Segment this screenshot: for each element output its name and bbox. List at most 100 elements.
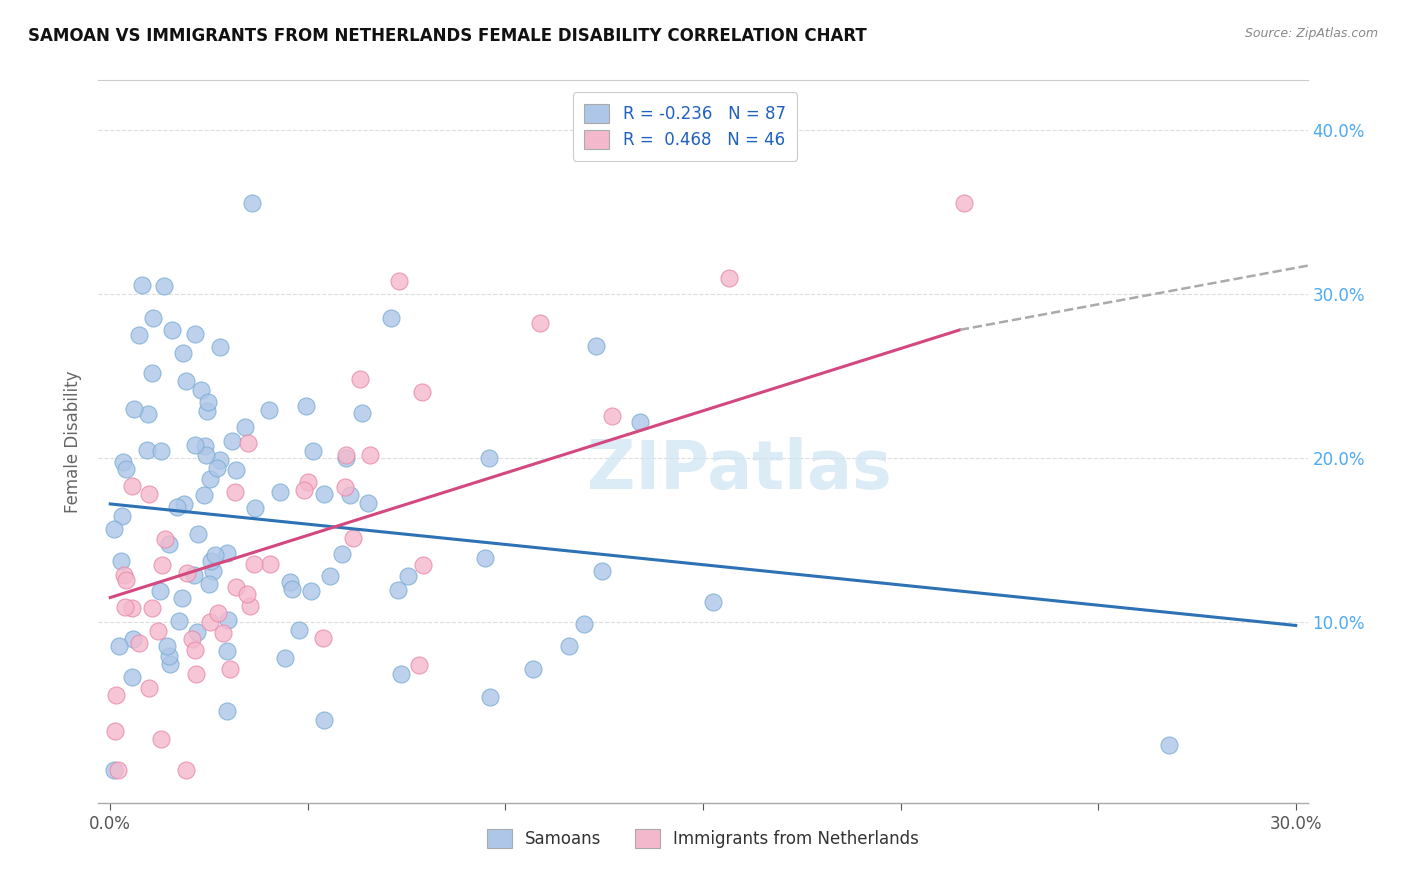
Point (212, 625, 235, 640)
Point (166, 500, 188, 515)
Point (108, 640, 131, 654)
Point (150, 731, 173, 746)
Point (205, 461, 228, 475)
Point (103, 522, 125, 536)
Point (299, 584, 322, 599)
Point (114, 462, 136, 476)
Point (103, 763, 125, 777)
Point (236, 587, 259, 601)
Point (208, 452, 231, 467)
Point (121, 670, 143, 684)
Point (104, 688, 127, 702)
Point (217, 704, 239, 718)
Point (281, 582, 304, 597)
Point (183, 567, 205, 582)
Point (156, 639, 179, 653)
Point (217, 613, 239, 627)
Point (159, 657, 181, 672)
Point (356, 496, 378, 510)
Point (297, 475, 319, 490)
Point (529, 316, 551, 330)
Point (174, 374, 197, 388)
Point (149, 584, 172, 599)
Point (388, 274, 411, 288)
Point (522, 662, 544, 676)
Point (342, 531, 364, 545)
Point (412, 558, 434, 573)
Point (312, 632, 335, 646)
Point (478, 450, 501, 465)
Point (184, 438, 207, 452)
Point (155, 533, 177, 547)
Point (243, 558, 266, 572)
Point (138, 486, 160, 500)
Point (585, 339, 607, 353)
Point (239, 599, 262, 613)
Point (225, 463, 247, 477)
Point (269, 485, 291, 500)
Point (201, 564, 224, 578)
Point (157, 537, 180, 551)
Point (274, 651, 297, 665)
Point (359, 448, 381, 462)
Point (184, 642, 207, 657)
Point (157, 648, 180, 663)
Point (225, 580, 247, 594)
Point (233, 420, 256, 434)
Point (209, 340, 232, 354)
Point (236, 436, 259, 450)
Point (387, 582, 409, 597)
Point (104, 724, 127, 739)
Point (312, 487, 335, 501)
Point (204, 548, 226, 562)
Point (558, 639, 581, 653)
Point (190, 384, 212, 398)
Point (184, 326, 207, 341)
Point (172, 591, 194, 605)
Point (259, 403, 281, 417)
Point (111, 509, 134, 524)
Point (150, 558, 173, 572)
Point (198, 615, 221, 630)
Point (287, 623, 309, 637)
Point (389, 667, 412, 681)
Point (174, 763, 197, 777)
Point (167, 614, 190, 628)
Point (138, 681, 160, 696)
Point (330, 547, 353, 561)
Point (718, 270, 741, 285)
Point (128, 636, 150, 650)
Point (219, 662, 242, 676)
Point (408, 658, 430, 673)
Point (335, 450, 357, 465)
Point (111, 455, 134, 469)
Point (153, 279, 176, 293)
Point (121, 601, 143, 615)
Point (339, 488, 361, 502)
Y-axis label: Female Disability: Female Disability (65, 370, 83, 513)
Point (180, 632, 202, 647)
Point (197, 404, 219, 418)
Point (197, 394, 219, 409)
Text: ZIPatlas: ZIPatlas (586, 437, 891, 503)
Point (141, 366, 163, 380)
Point (142, 311, 165, 326)
Point (172, 345, 194, 359)
Point (217, 644, 239, 658)
Point (135, 442, 157, 457)
Point (187, 527, 209, 541)
Point (193, 488, 215, 502)
Text: Source: ZipAtlas.com: Source: ZipAtlas.com (1244, 27, 1378, 40)
Point (136, 407, 159, 421)
Point (702, 595, 724, 609)
Point (198, 472, 221, 486)
Point (474, 550, 496, 565)
Point (221, 434, 243, 448)
Point (128, 328, 150, 343)
Point (141, 600, 163, 615)
Point (114, 599, 136, 614)
Point (121, 479, 143, 493)
Point (335, 448, 357, 462)
Point (186, 625, 208, 640)
Point (628, 415, 651, 429)
